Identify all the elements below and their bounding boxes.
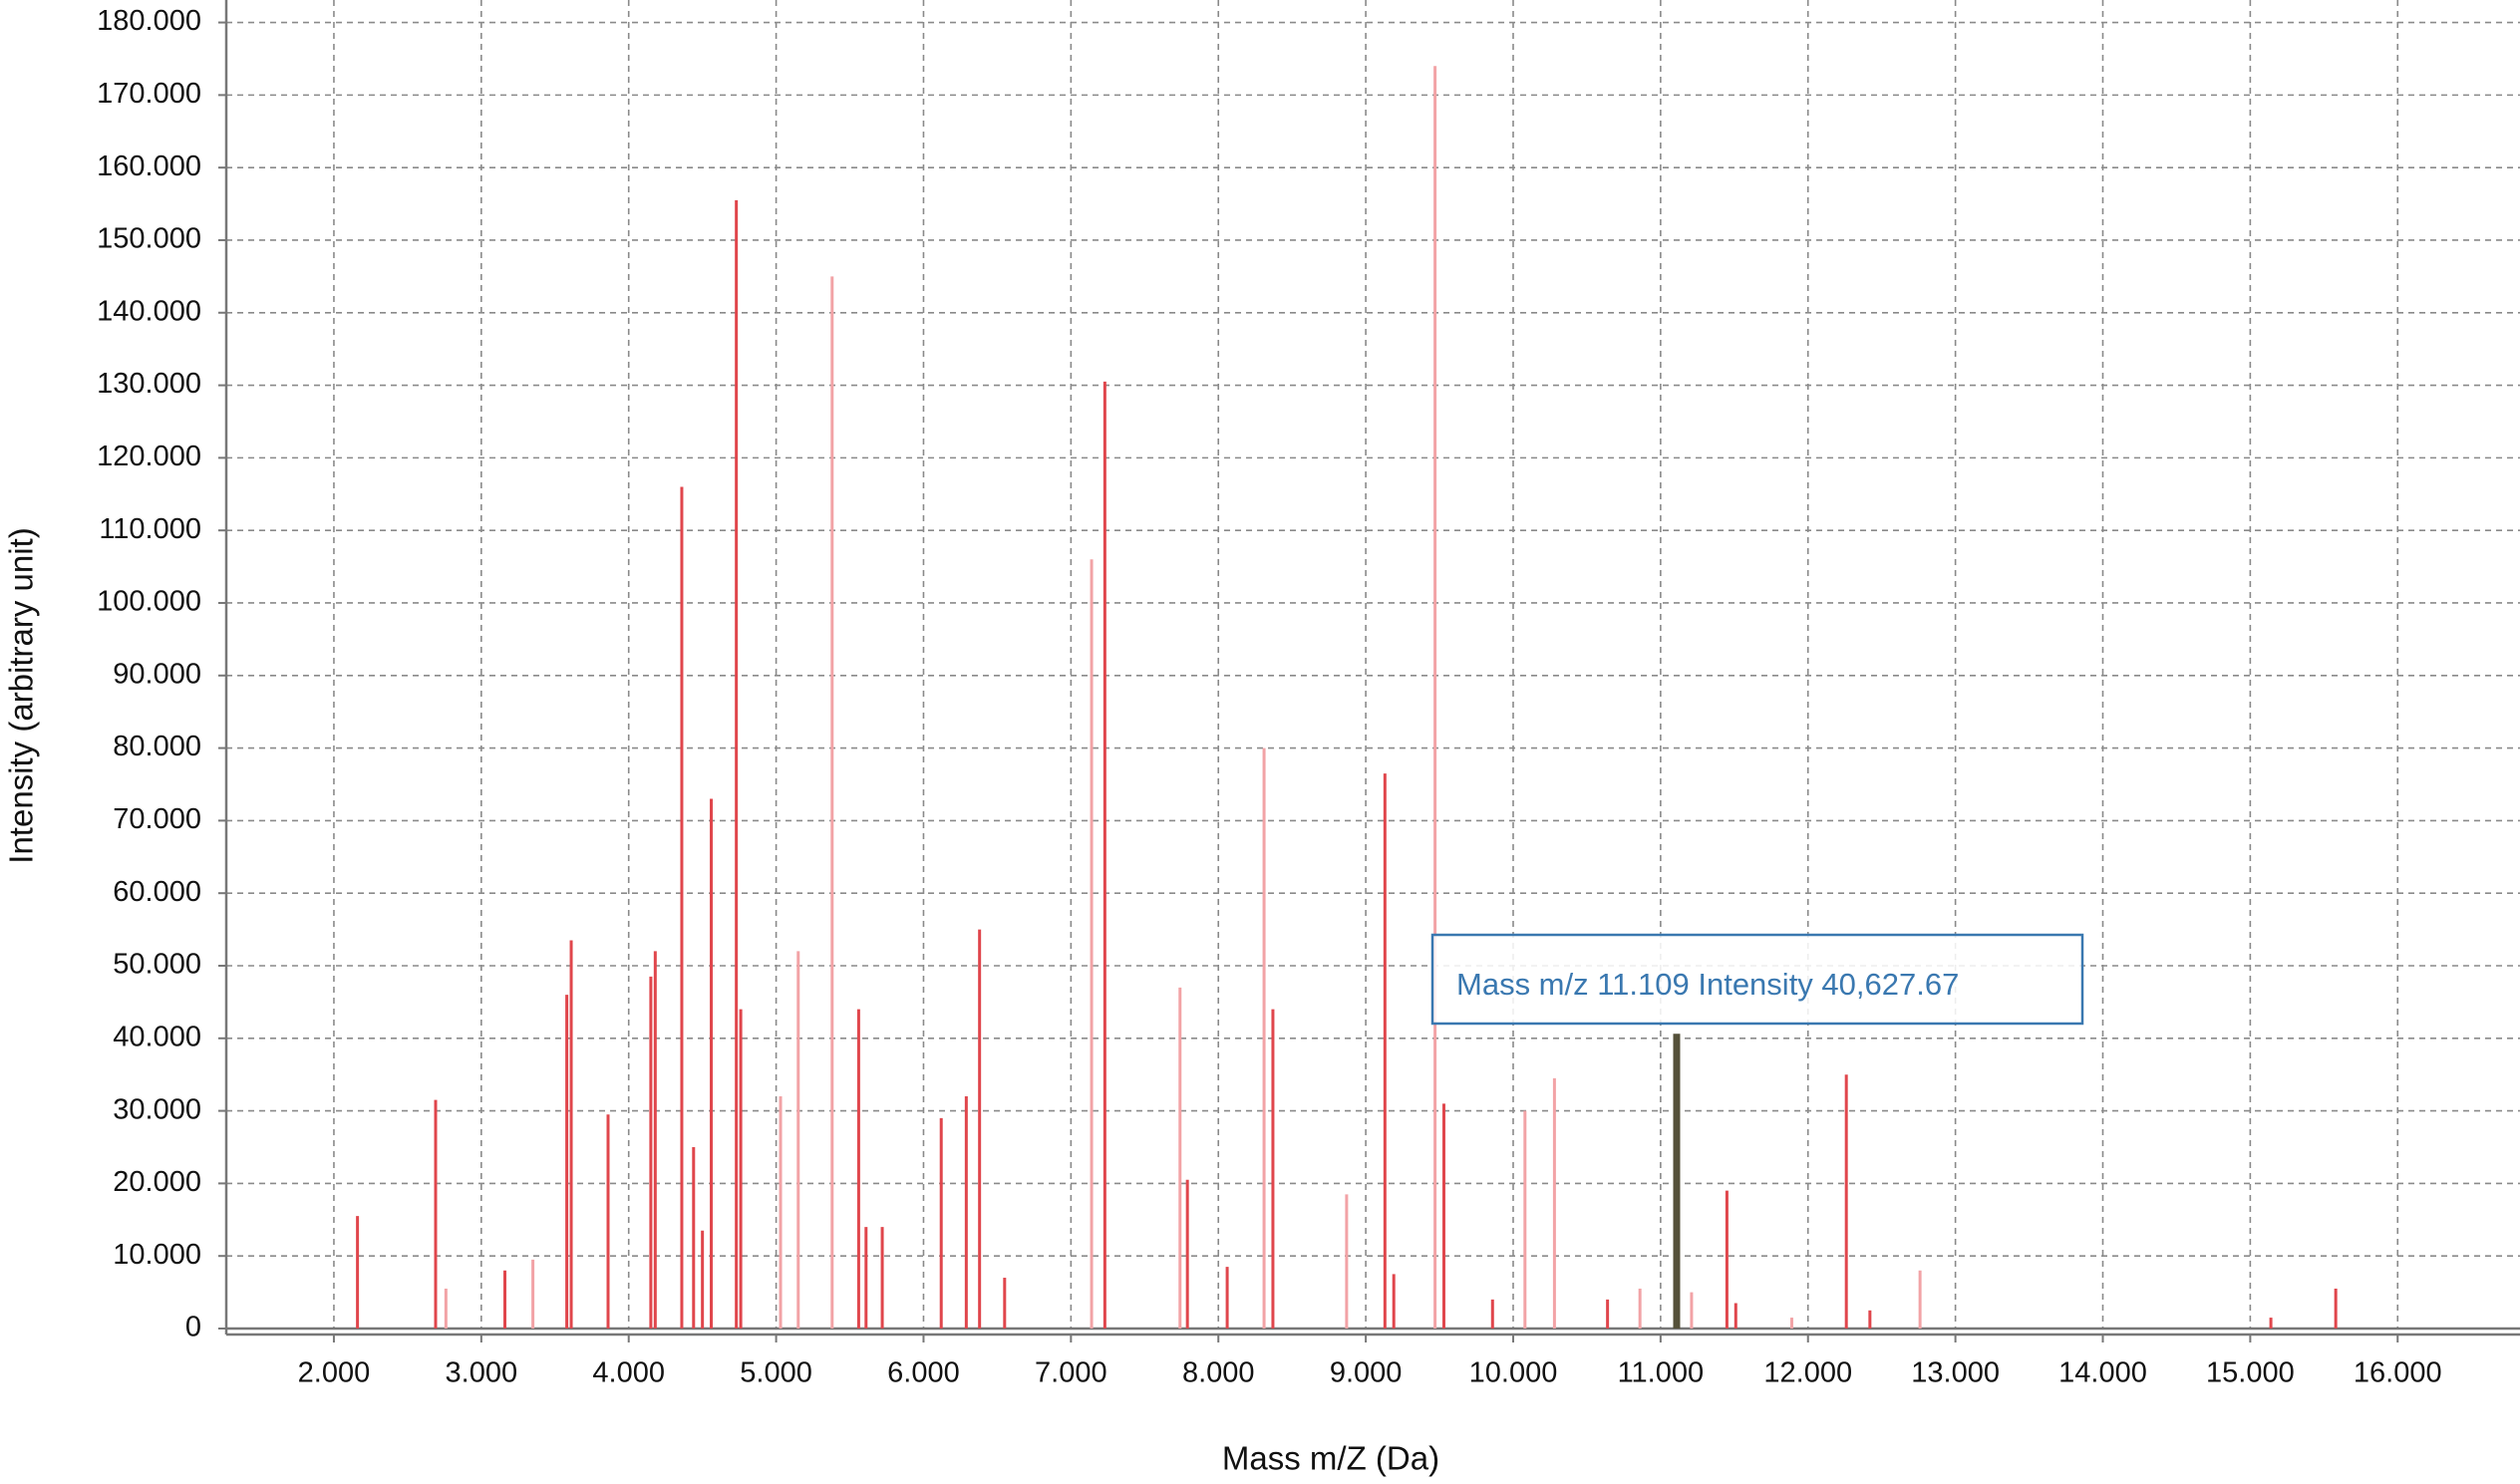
y-tick-label: 50.000 (113, 949, 201, 981)
x-tick-label: 4.000 (592, 1357, 665, 1389)
x-tick-label: 7.000 (1035, 1357, 1107, 1389)
y-tick-label: 90.000 (113, 658, 201, 690)
x-tick-label: 8.000 (1182, 1357, 1255, 1389)
x-tick-label: 14.000 (2058, 1357, 2147, 1389)
annotation: Mass m/z 11.109 Intensity 40,627.67 (1456, 967, 1959, 1002)
y-tick-label: 170.000 (97, 78, 201, 110)
y-tick-label: 0 (185, 1312, 201, 1343)
y-tick-label: 80.000 (113, 731, 201, 762)
y-tick-label: 120.000 (97, 441, 201, 472)
y-tick-label: 40.000 (113, 1021, 201, 1052)
x-tick-label: 13.000 (1911, 1357, 2000, 1389)
x-axis-title: Mass m/Z (Da) (1222, 1440, 1439, 1477)
x-tick-label: 6.000 (887, 1357, 960, 1389)
annotation-box (1430, 933, 2084, 1026)
y-tick-label: 180.000 (97, 5, 201, 37)
y-tick-label: 100.000 (97, 586, 201, 618)
x-tick-label: 2.000 (298, 1357, 371, 1389)
x-tick-label: 5.000 (740, 1357, 812, 1389)
x-tick-label: 10.000 (1469, 1357, 1558, 1389)
x-tick-label: 3.000 (446, 1357, 518, 1389)
y-tick-label: 140.000 (97, 295, 201, 327)
y-tick-label: 130.000 (97, 368, 201, 400)
y-tick-label: 30.000 (113, 1093, 201, 1125)
x-tick-label: 16.000 (2354, 1357, 2442, 1389)
x-tick-label: 9.000 (1330, 1357, 1403, 1389)
x-tick-label: 12.000 (1763, 1357, 1852, 1389)
y-tick-label: 160.000 (97, 150, 201, 182)
y-tick-label: 20.000 (113, 1166, 201, 1198)
y-tick-label: 10.000 (113, 1239, 201, 1271)
y-tick-label: 110.000 (99, 513, 201, 545)
y-tick-label: 70.000 (113, 803, 201, 835)
x-tick-label: 11.000 (1618, 1357, 1705, 1389)
y-tick-label: 60.000 (113, 876, 201, 908)
x-tick-label: 15.000 (2206, 1357, 2295, 1389)
y-axis-title: Intensity (arbitrary unit) (3, 527, 40, 863)
y-tick-label: 150.000 (97, 223, 201, 255)
